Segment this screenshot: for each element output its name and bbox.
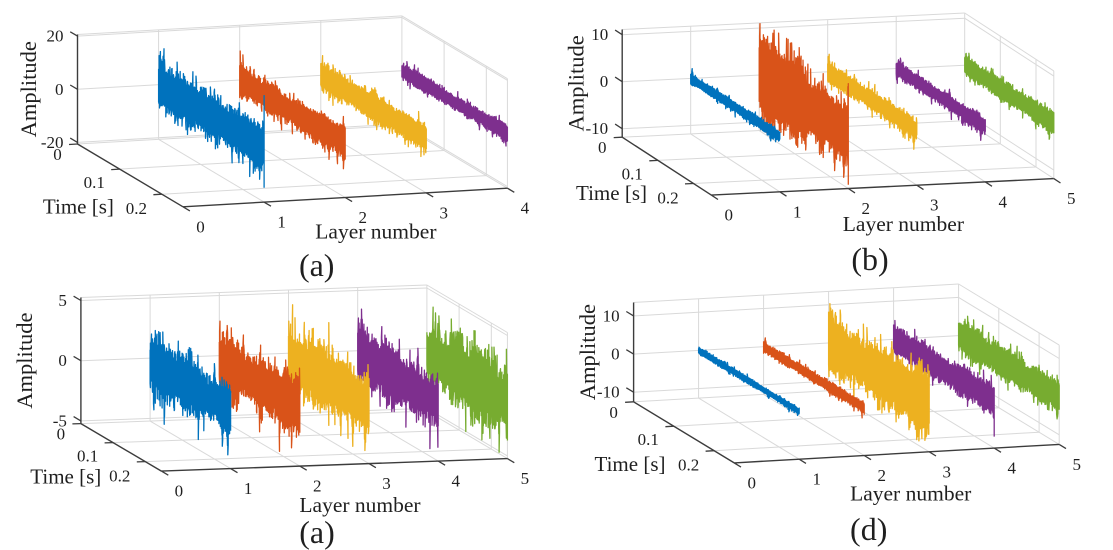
svg-text:0: 0: [600, 72, 609, 91]
svg-text:4: 4: [1007, 459, 1016, 478]
svg-text:10: 10: [591, 25, 608, 44]
svg-text:Time [s]: Time [s]: [595, 452, 666, 476]
svg-text:(a): (a): [299, 247, 335, 283]
svg-text:0: 0: [725, 206, 734, 225]
svg-text:Layer number: Layer number: [850, 481, 971, 505]
svg-text:2: 2: [313, 477, 322, 496]
svg-text:-10: -10: [597, 383, 620, 402]
svg-text:0.2: 0.2: [126, 199, 147, 218]
svg-text:Time [s]: Time [s]: [576, 181, 647, 205]
svg-text:5: 5: [1067, 189, 1076, 208]
svg-text:2: 2: [877, 466, 886, 485]
svg-text:0: 0: [58, 351, 67, 370]
svg-text:3: 3: [440, 203, 449, 222]
svg-text:4: 4: [451, 472, 460, 491]
svg-text:0.1: 0.1: [638, 430, 659, 449]
svg-text:1: 1: [277, 213, 286, 232]
svg-text:0.1: 0.1: [84, 173, 105, 192]
svg-text:0: 0: [747, 473, 756, 492]
svg-text:Time [s]: Time [s]: [43, 194, 114, 218]
svg-text:(b): (b): [851, 241, 888, 277]
svg-text:Amplitude: Amplitude: [12, 312, 37, 408]
svg-text:(d): (d): [850, 511, 887, 547]
svg-text:Amplitude: Amplitude: [563, 35, 588, 131]
svg-text:10: 10: [603, 306, 620, 325]
svg-text:0.1: 0.1: [622, 164, 643, 183]
svg-text:0: 0: [53, 145, 62, 164]
svg-text:0.2: 0.2: [678, 456, 699, 475]
svg-text:1: 1: [812, 470, 821, 489]
svg-text:-5: -5: [53, 411, 67, 430]
svg-text:1: 1: [793, 202, 802, 221]
svg-text:Amplitude: Amplitude: [16, 41, 41, 137]
svg-text:0.2: 0.2: [109, 467, 130, 486]
svg-text:3: 3: [382, 474, 391, 493]
svg-text:3: 3: [930, 196, 939, 215]
svg-text:5: 5: [58, 291, 67, 310]
svg-text:Amplitude: Amplitude: [575, 304, 600, 400]
svg-text:4: 4: [521, 199, 530, 218]
svg-text:0: 0: [611, 345, 620, 364]
svg-text:4: 4: [999, 192, 1008, 211]
svg-text:20: 20: [47, 27, 64, 46]
svg-text:Time [s]: Time [s]: [30, 464, 101, 488]
svg-text:0.2: 0.2: [657, 189, 678, 208]
svg-text:Layer number: Layer number: [299, 493, 420, 517]
svg-text:0: 0: [57, 425, 66, 444]
svg-text:0: 0: [609, 403, 618, 422]
svg-text:0.1: 0.1: [77, 447, 98, 466]
svg-text:3: 3: [942, 462, 951, 481]
svg-text:2: 2: [358, 208, 367, 227]
svg-text:(a): (a): [299, 514, 335, 550]
svg-text:-20: -20: [41, 133, 64, 152]
svg-text:0: 0: [598, 138, 607, 157]
svg-text:0: 0: [175, 482, 184, 501]
svg-text:Layer number: Layer number: [843, 212, 964, 236]
svg-text:Layer number: Layer number: [315, 220, 436, 244]
svg-text:1: 1: [244, 479, 253, 498]
svg-text:0: 0: [55, 80, 64, 99]
svg-text:0: 0: [196, 217, 205, 236]
svg-text:2: 2: [862, 199, 871, 218]
svg-text:-10: -10: [586, 119, 609, 138]
svg-text:5: 5: [521, 469, 530, 488]
svg-text:5: 5: [1072, 455, 1081, 474]
